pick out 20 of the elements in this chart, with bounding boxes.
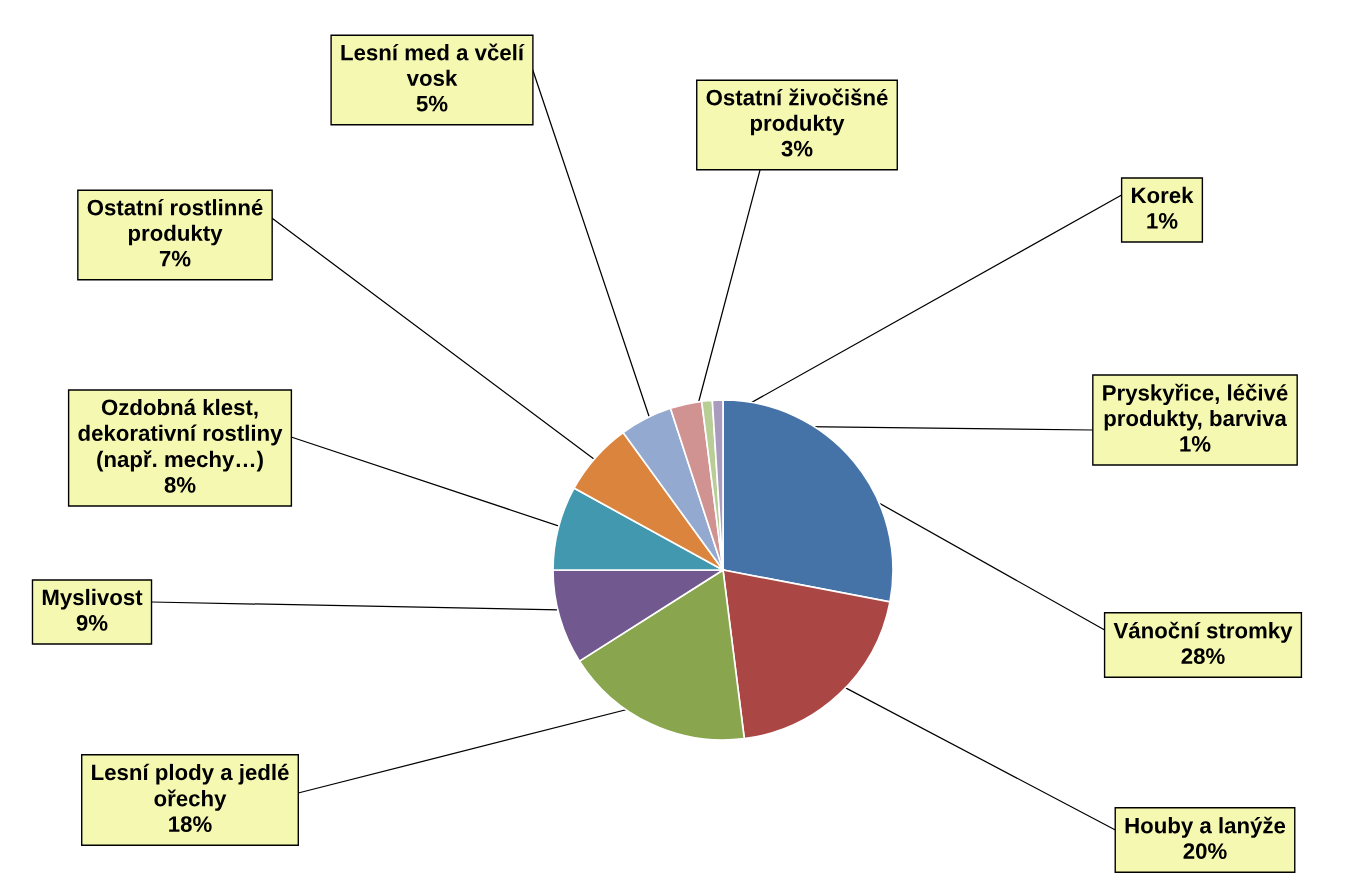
slice-label: Pryskyřice, léčivé produkty, barviva (1103, 383, 1288, 431)
data-label: 20% (1183, 843, 1227, 859)
slice-label: Lesní plody a jedlé ořechy (92, 763, 289, 811)
data-label: 28% (1181, 648, 1225, 664)
slice-label: Vánoční stromky (1113, 621, 1293, 643)
data-label: 1% (1147, 213, 1178, 229)
data-label: 3% (781, 140, 813, 157)
slice-label: Ozdobná klest, dekorativní rostliny (např. mechy…) (78, 398, 283, 472)
slice-label: Myslivost (42, 588, 143, 610)
data-label: 9% (76, 615, 108, 631)
slice-label: Ostatní rostlinné produkty (87, 198, 263, 246)
slice-label: Houby a lanýže (1125, 816, 1286, 838)
data-label: 5% (416, 95, 448, 112)
data-label: 7% (159, 250, 191, 267)
data-label: 1% (1180, 436, 1211, 452)
data-label: 18% (169, 816, 212, 832)
slice-label: Korek (1131, 186, 1194, 204)
data-label: 8% (164, 476, 196, 493)
slice-label: Ostatní živočišné produkty (706, 88, 888, 136)
slice-label: Lesní med a včelí vosk (341, 43, 525, 86)
